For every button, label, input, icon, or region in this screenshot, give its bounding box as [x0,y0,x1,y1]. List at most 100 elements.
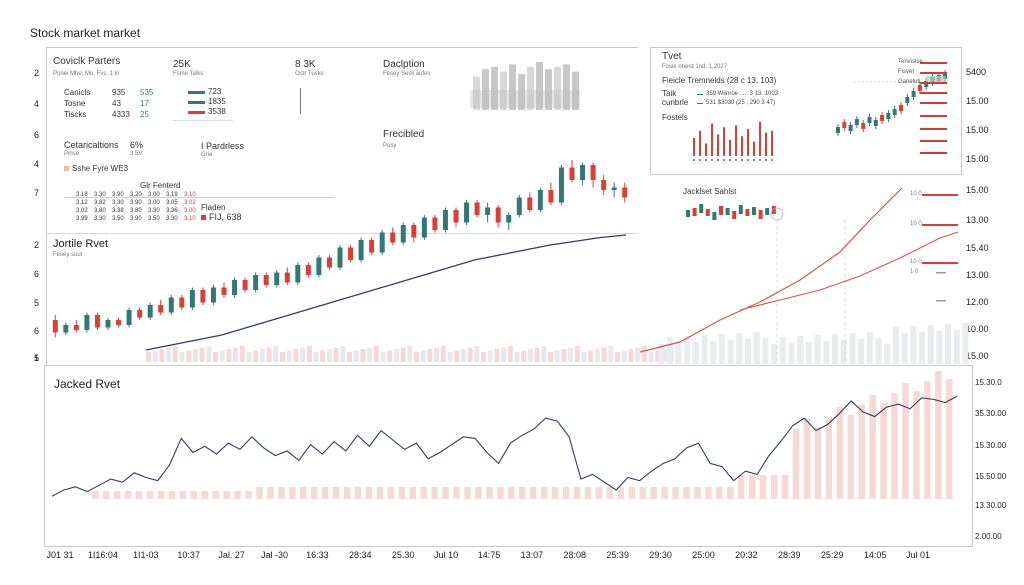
volume-bar [781,475,789,499]
tr-legend-line [920,72,947,74]
volume-bar [219,350,225,362]
candle-body [84,315,90,330]
volume-bar [628,487,636,499]
mr-bar [936,331,943,364]
top-right-panel [650,47,962,175]
sub-table-cell: 3.30 [94,192,106,198]
x-tick-label: 25:00 [692,550,715,560]
volume-bar [266,347,272,362]
tr-header: Fieicle Tremnelds (28 c 13, 103) [662,76,777,85]
mr-bar [927,325,934,364]
stat1-row-label: Canicls [64,88,91,97]
candle-body [200,290,206,303]
sub-table-underline [64,197,334,198]
right-tick-label: 15.00 [966,185,989,195]
tr-candle-body [842,122,847,128]
mr-bar [675,343,682,364]
right-tick-label: 15.40 [966,243,989,253]
x-tick-label: 25:29 [820,550,844,560]
left-tick-label: 4 [34,159,40,169]
tr-bar [753,141,755,156]
volume-bar [286,350,292,362]
sub-table-cell: 3.90 [130,200,142,206]
candle-body [337,247,343,268]
mr-bar [892,327,899,364]
candle-body [242,280,248,290]
volume-bar [190,491,198,499]
candle-body [464,202,470,223]
volume-bar [333,347,339,362]
volume-bar [621,350,627,362]
volume-bar [460,349,466,362]
volume-bar [540,487,548,499]
x-tick-label: 10:37 [177,550,200,560]
mr-bar [910,326,917,364]
tr-legend-line [920,102,947,104]
candle-body [379,232,385,253]
candle-body [284,272,290,283]
candle-body [548,190,554,203]
stat1-row-change: 25 [140,110,149,119]
tr-candle-body [880,115,885,121]
candle-body [105,320,111,328]
volume-bar [280,352,285,362]
mr-candle [732,211,737,219]
volume-bar [201,491,208,499]
volume-bar [313,352,319,362]
volume-bar [380,352,386,362]
volume-bar [683,487,690,499]
mr-candle [745,209,750,216]
main-chart-sub: Fesey suut [53,252,83,258]
volume-bar [514,352,520,362]
mr-bar [666,337,673,364]
sub-table-cell: 3.36 [166,208,178,214]
mini-band [470,90,580,108]
sub-table-cell: 3.82 [94,200,106,206]
volume-bar [581,352,587,362]
tr-bar-dot [759,159,761,161]
mr-tick [936,300,946,302]
volume-bar [233,347,239,362]
mr-title: Jacklset Sahlst [683,187,737,196]
note-title: Fladen [201,203,226,212]
mini-bar [500,71,507,110]
tr-candle-body [867,117,872,123]
stat2-sub: Fsme Talks [173,71,204,77]
candle-body [210,287,216,303]
bottom-line-chart [51,371,958,499]
volume-bar [481,352,486,362]
mr-legend-line [922,262,958,264]
stat7-title: I Pardrless [201,141,245,151]
tr-row-marker [697,94,703,95]
volume-bar [562,487,570,499]
volume-bar [212,491,219,499]
volume-bar [475,487,482,499]
volume-bar [113,491,121,499]
sub-table-cell: 3.30 [112,200,124,206]
volume-bar [393,349,399,362]
stat5-sub: Pinse [64,151,80,157]
bottom-title: Jacked Rvet [54,377,121,391]
volume-bar [648,352,654,362]
volume-bar [102,491,110,499]
volume-bar [521,350,527,362]
volume-bar [223,491,230,499]
volume-bar [672,487,679,499]
sub-table-cell: 3.30 [94,216,106,222]
volume-bar [365,487,373,499]
tr-bar [735,125,737,156]
mr-label: 10 0 [910,259,922,265]
volume-bar [347,352,352,362]
sub-table-cell: 3.12 [76,200,88,206]
left-tick-label: 2 [34,240,40,250]
volume-bar [427,349,433,362]
volume-bar [353,350,359,362]
candle-body [189,290,195,308]
mr-bar [901,333,908,364]
note-swatch [201,215,206,221]
candle-body [94,315,100,328]
sub-table-cell: 3.00 [148,200,160,206]
mr-bar [962,323,969,364]
left-tick-label: 4 [34,99,40,109]
stat2-underline [173,120,233,121]
